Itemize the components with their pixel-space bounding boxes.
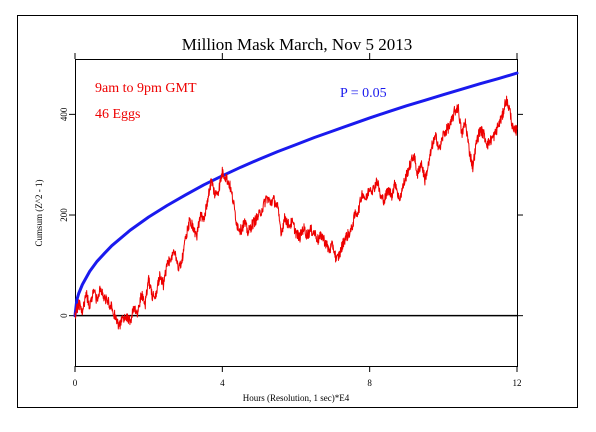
plot-lines xyxy=(73,71,519,330)
series-cumsum-line xyxy=(74,95,518,330)
plot-area-border xyxy=(75,59,518,367)
y-tick-label: 400 xyxy=(59,107,69,121)
x-axis-label: Hours (Resolution, 1 sec)*E4 xyxy=(243,393,350,403)
annotation-probability: P = 0.05 xyxy=(340,86,387,101)
chart-title: Million Mask March, Nov 5 2013 xyxy=(182,35,412,54)
x-tick-label: 4 xyxy=(220,378,225,388)
annotation-egg-count: 46 Eggs xyxy=(95,107,141,122)
y-axis-label: Cumsum (Z^2 - 1) xyxy=(34,180,44,247)
y-tick-label: 200 xyxy=(59,208,69,222)
x-tick-label: 8 xyxy=(367,378,372,388)
axis-ticks: 0 4 8 12 0 200 400 xyxy=(59,53,523,388)
annotation-time-range: 9am to 9pm GMT xyxy=(95,81,197,96)
y-tick-label: 0 xyxy=(59,313,69,318)
series-probability-line xyxy=(73,71,519,318)
outer-border xyxy=(17,15,578,408)
x-tick-label: 12 xyxy=(513,378,522,388)
x-tick-label: 0 xyxy=(73,378,78,388)
